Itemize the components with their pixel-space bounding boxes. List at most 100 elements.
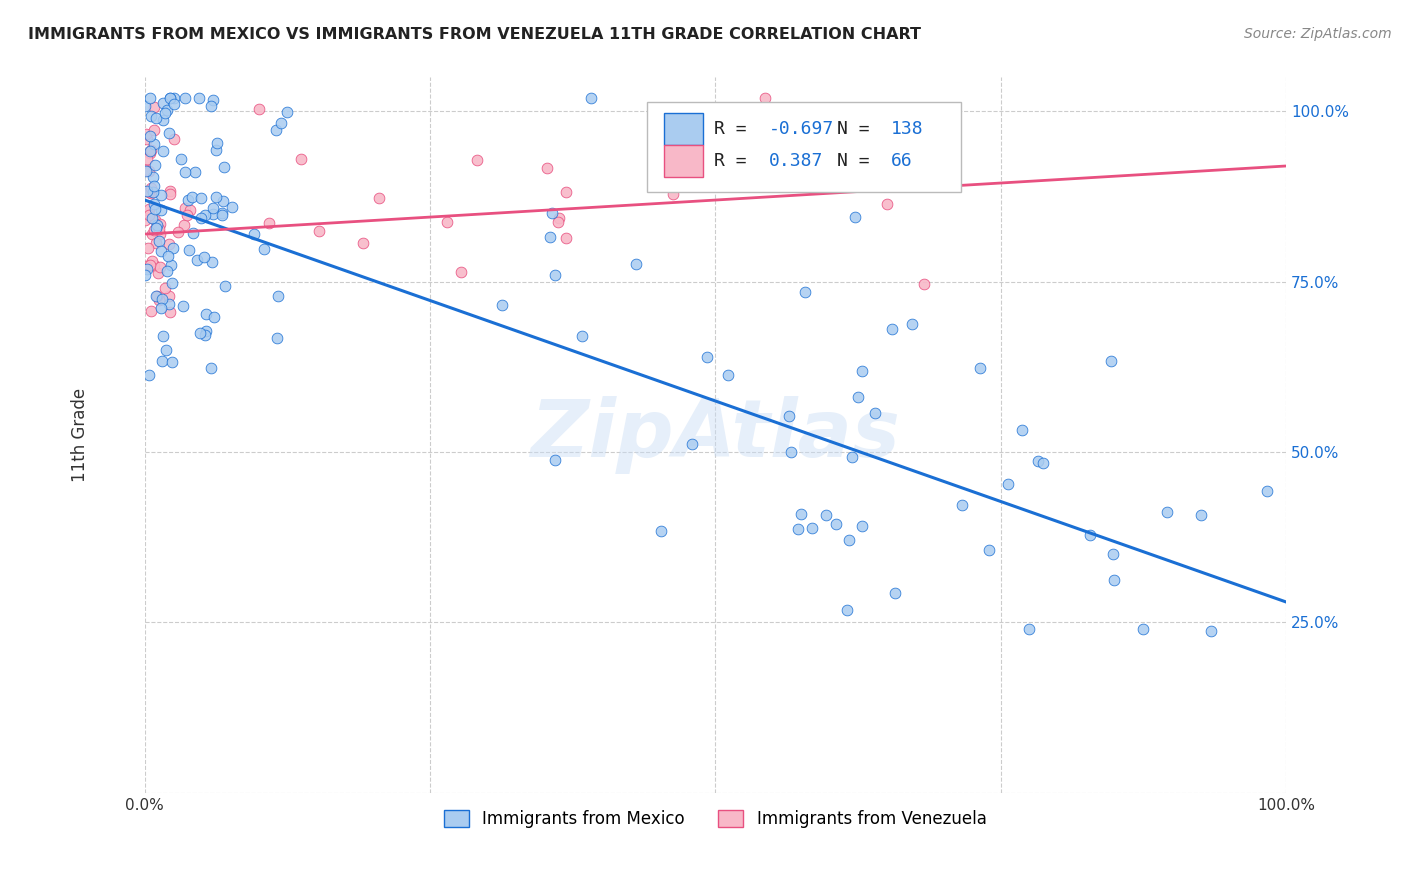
Point xyxy=(201,201,224,215)
Point xyxy=(308,224,330,238)
Point xyxy=(188,326,211,340)
Point xyxy=(912,277,935,291)
Point xyxy=(1104,574,1126,588)
Point xyxy=(800,521,823,535)
Text: 0.387: 0.387 xyxy=(769,153,824,170)
Point xyxy=(290,152,312,166)
Point xyxy=(145,289,167,303)
Point xyxy=(540,205,562,219)
Point xyxy=(979,542,1001,557)
Point xyxy=(138,164,160,178)
Point xyxy=(143,258,166,272)
Point xyxy=(152,353,174,368)
Point xyxy=(139,181,162,195)
Point xyxy=(901,317,924,331)
Point xyxy=(194,328,217,343)
Point xyxy=(135,132,157,146)
Point xyxy=(157,297,180,311)
Point xyxy=(156,264,179,278)
Point xyxy=(571,329,593,343)
Point xyxy=(177,193,200,207)
Text: R =: R = xyxy=(714,120,758,138)
Point xyxy=(149,217,172,231)
Point xyxy=(547,211,569,225)
Point xyxy=(162,355,184,369)
Point xyxy=(763,174,786,188)
Point xyxy=(143,202,166,216)
FancyBboxPatch shape xyxy=(664,145,703,177)
Point xyxy=(142,222,165,236)
Text: N =: N = xyxy=(838,153,882,170)
Point xyxy=(145,158,167,172)
Point xyxy=(141,186,163,200)
Point xyxy=(150,202,173,217)
Text: N =: N = xyxy=(838,120,882,138)
Point xyxy=(136,261,159,276)
Point xyxy=(134,213,156,227)
Point xyxy=(1256,483,1278,498)
Point xyxy=(581,91,603,105)
Point xyxy=(160,258,183,272)
Point xyxy=(200,360,222,375)
Point xyxy=(253,242,276,256)
Point xyxy=(159,184,181,198)
Point xyxy=(145,111,167,125)
Text: IMMIGRANTS FROM MEXICO VS IMMIGRANTS FROM VENEZUELA 11TH GRADE CORRELATION CHART: IMMIGRANTS FROM MEXICO VS IMMIGRANTS FRO… xyxy=(28,27,921,42)
Point xyxy=(780,444,803,458)
Point xyxy=(139,304,162,318)
Point xyxy=(754,91,776,105)
Point xyxy=(969,361,991,376)
Point xyxy=(141,227,163,242)
Point xyxy=(163,132,186,146)
Point xyxy=(276,105,298,120)
Point xyxy=(159,305,181,319)
Point xyxy=(846,390,869,404)
Point xyxy=(547,215,569,229)
Point xyxy=(1199,624,1222,638)
Point xyxy=(173,218,195,232)
Point xyxy=(491,298,513,312)
Legend: Immigrants from Mexico, Immigrants from Venezuela: Immigrants from Mexico, Immigrants from … xyxy=(437,803,993,834)
Point xyxy=(163,96,186,111)
Point xyxy=(544,268,567,282)
Point xyxy=(157,249,180,263)
Point xyxy=(188,91,211,105)
Point xyxy=(183,226,205,240)
Point xyxy=(134,268,156,282)
Point xyxy=(838,533,860,547)
Point xyxy=(837,603,859,617)
Point xyxy=(538,230,561,244)
Point xyxy=(143,212,166,227)
Point xyxy=(148,293,170,308)
Point xyxy=(1078,528,1101,542)
Point xyxy=(162,241,184,255)
Point xyxy=(157,126,180,140)
Point xyxy=(135,259,157,273)
Point xyxy=(149,301,172,315)
Point xyxy=(851,364,873,378)
Point xyxy=(202,310,225,324)
Point xyxy=(142,169,165,184)
Text: -0.697: -0.697 xyxy=(769,120,834,138)
Point xyxy=(790,507,813,521)
Point xyxy=(159,91,181,105)
Point xyxy=(174,91,197,105)
Point xyxy=(794,285,817,299)
Point xyxy=(696,350,718,364)
Point xyxy=(214,278,236,293)
Point xyxy=(148,266,170,280)
Point xyxy=(143,179,166,194)
Point xyxy=(1156,505,1178,519)
Point xyxy=(662,187,685,202)
Point xyxy=(157,288,180,302)
Point xyxy=(141,254,163,268)
Point xyxy=(136,152,159,166)
Point xyxy=(194,208,217,222)
Point xyxy=(266,289,288,303)
Text: ZipAtlas: ZipAtlas xyxy=(530,396,900,474)
Point xyxy=(814,508,837,523)
Point xyxy=(190,211,212,226)
Point xyxy=(145,221,167,235)
Point xyxy=(135,260,157,274)
Point xyxy=(163,91,186,105)
